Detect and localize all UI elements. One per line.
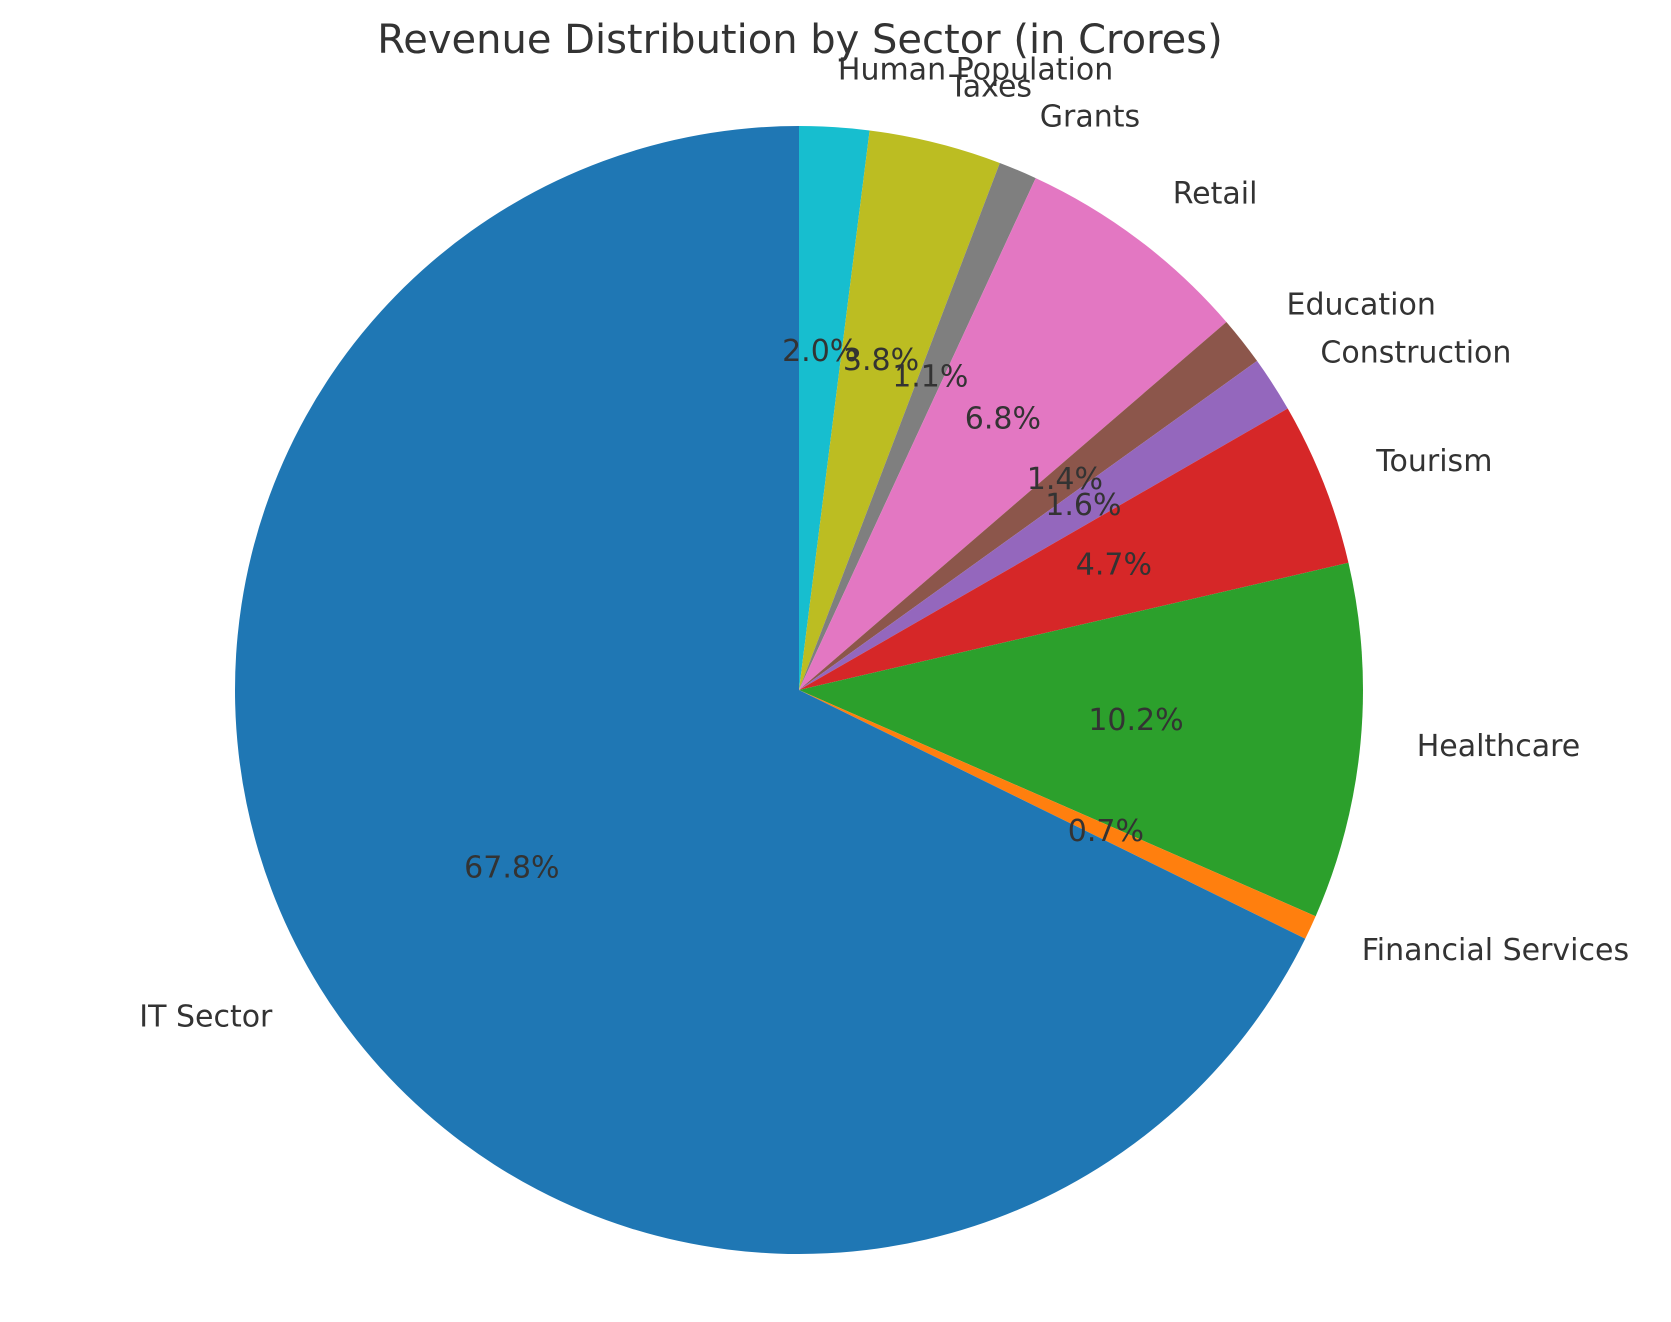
- pie-slice-taxes: [799, 130, 1000, 690]
- pie-slice-grants: [799, 162, 1036, 691]
- slice-label-tourism: Tourism: [1375, 444, 1492, 479]
- slice-label-human-population: Human Population: [838, 52, 1113, 87]
- slice-label-education: Education: [1287, 288, 1436, 323]
- slice-percent-human-population: 2.0%: [782, 334, 858, 369]
- pie-slices: [234, 126, 1363, 1254]
- slice-percent-education: 1.4%: [1027, 462, 1103, 497]
- pie-slice-healthcare: [799, 562, 1363, 917]
- slice-label-retail: Retail: [1173, 176, 1258, 211]
- slice-label-construction: Construction: [1320, 335, 1511, 370]
- slice-percent-taxes: 3.8%: [843, 343, 919, 378]
- pie-slice-education: [799, 322, 1258, 690]
- slice-percent-tourism: 4.7%: [1076, 548, 1152, 583]
- pie-slice-it-sector: [234, 126, 1306, 1254]
- pie-slice-human-population: [799, 126, 870, 690]
- slice-label-grants: Grants: [1040, 100, 1140, 135]
- slice-label-financial-services: Financial Services: [1362, 933, 1629, 968]
- slice-percent-grants: 1.1%: [892, 360, 968, 395]
- slice-percent-healthcare: 10.2%: [1088, 703, 1183, 738]
- slice-percent-financial-services: 0.7%: [1068, 814, 1144, 849]
- slice-label-taxes: Taxes: [948, 70, 1032, 105]
- chart-title: Revenue Distribution by Sector (in Crore…: [377, 17, 1222, 63]
- pie-slice-retail: [799, 178, 1227, 690]
- pie-slice-tourism: [799, 408, 1349, 690]
- slice-label-it-sector: IT Sector: [139, 1000, 273, 1035]
- slice-percent-retail: 6.8%: [965, 401, 1041, 436]
- percent-labels: 2.0%3.8%1.1% 6.8% 1.4%1.6% 4.7% 10.2% 0.7% 67.…: [464, 334, 1184, 886]
- slice-percent-construction: 1.6%: [1045, 488, 1121, 523]
- slice-label-healthcare: Healthcare: [1417, 729, 1581, 764]
- pie-slice-construction: [799, 360, 1288, 690]
- pie-slice-financial-services: [799, 690, 1316, 939]
- slice-percent-it-sector: 67.8%: [464, 850, 559, 885]
